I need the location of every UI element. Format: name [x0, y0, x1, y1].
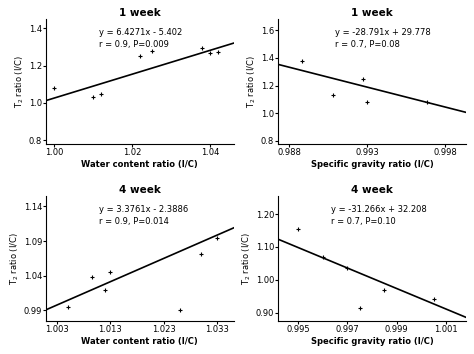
Point — [329, 92, 337, 98]
Point — [89, 95, 97, 100]
Point — [199, 45, 206, 51]
Point — [206, 50, 214, 56]
Point — [364, 99, 371, 105]
Y-axis label: T$_2$ ratio (I/C): T$_2$ ratio (I/C) — [240, 232, 253, 285]
Title: 1 week: 1 week — [351, 8, 393, 18]
Text: y = 6.4271x - 5.402
r = 0.9, P=0.009: y = 6.4271x - 5.402 r = 0.9, P=0.009 — [99, 28, 182, 48]
X-axis label: Specific gravity ratio (I/C): Specific gravity ratio (I/C) — [310, 160, 433, 169]
Point — [97, 91, 105, 96]
Point — [88, 274, 95, 280]
Point — [136, 53, 144, 59]
Title: 4 week: 4 week — [119, 185, 161, 195]
Text: y = -28.791x + 29.778
r = 0.7, P=0.08: y = -28.791x + 29.778 r = 0.7, P=0.08 — [335, 28, 430, 48]
Y-axis label: T$_2$ ratio (I/C): T$_2$ ratio (I/C) — [9, 232, 21, 285]
Point — [50, 85, 58, 91]
Point — [344, 266, 351, 271]
Point — [107, 269, 114, 275]
Point — [423, 99, 430, 105]
X-axis label: Water content ratio (I/C): Water content ratio (I/C) — [82, 337, 198, 346]
Y-axis label: T$_2$ ratio (I/C): T$_2$ ratio (I/C) — [13, 55, 26, 108]
Point — [214, 49, 222, 55]
Point — [176, 308, 184, 313]
X-axis label: Specific gravity ratio (I/C): Specific gravity ratio (I/C) — [310, 337, 433, 346]
Point — [294, 226, 302, 232]
Point — [214, 235, 221, 240]
Point — [298, 58, 306, 63]
Point — [430, 297, 438, 302]
X-axis label: Water content ratio (I/C): Water content ratio (I/C) — [82, 160, 198, 169]
Text: y = -31.266x + 32.208
r = 0.7, P=0.10: y = -31.266x + 32.208 r = 0.7, P=0.10 — [331, 205, 427, 225]
Point — [319, 254, 327, 259]
Point — [64, 304, 72, 310]
Point — [359, 76, 366, 81]
Point — [356, 305, 364, 310]
Point — [198, 251, 205, 256]
Title: 1 week: 1 week — [119, 8, 161, 18]
Y-axis label: T$_2$ ratio (I/C): T$_2$ ratio (I/C) — [246, 55, 258, 108]
Point — [381, 287, 388, 292]
Text: y = 3.3761x - 2.3886
r = 0.9, P=0.014: y = 3.3761x - 2.3886 r = 0.9, P=0.014 — [99, 205, 188, 225]
Point — [148, 48, 155, 53]
Title: 4 week: 4 week — [351, 185, 393, 195]
Point — [101, 287, 109, 292]
